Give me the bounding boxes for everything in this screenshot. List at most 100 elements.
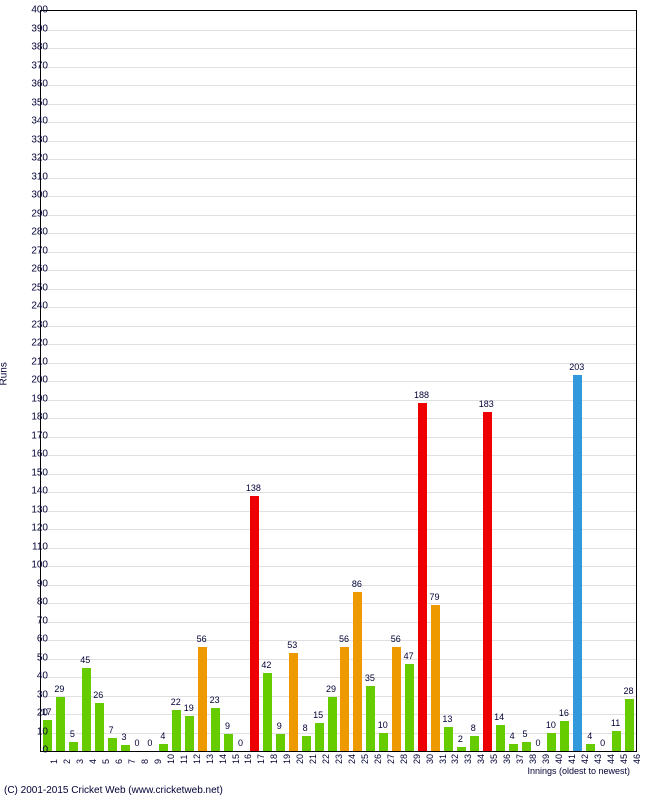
y-tick-label: 180 bbox=[18, 412, 48, 423]
y-tick-label: 170 bbox=[18, 430, 48, 441]
x-tick-label: 30 bbox=[425, 754, 435, 764]
x-tick-label: 13 bbox=[205, 754, 215, 764]
grid-line bbox=[41, 418, 636, 419]
grid-line bbox=[41, 122, 636, 123]
bar-value-label: 14 bbox=[494, 712, 504, 722]
y-tick-label: 210 bbox=[18, 356, 48, 367]
bar-value-label: 86 bbox=[352, 579, 362, 589]
bar-value-label: 3 bbox=[122, 732, 127, 742]
bar bbox=[547, 733, 556, 752]
bar bbox=[224, 734, 233, 751]
bar-value-label: 5 bbox=[70, 729, 75, 739]
bar bbox=[315, 723, 324, 751]
bar-value-label: 138 bbox=[246, 483, 261, 493]
bar bbox=[340, 647, 349, 751]
bar bbox=[353, 592, 362, 751]
x-tick-label: 25 bbox=[360, 754, 370, 764]
x-tick-label: 34 bbox=[476, 754, 486, 764]
y-tick-label: 200 bbox=[18, 375, 48, 386]
grid-line bbox=[41, 289, 636, 290]
bar-value-label: 16 bbox=[559, 708, 569, 718]
x-tick-label: 29 bbox=[412, 754, 422, 764]
y-tick-label: 370 bbox=[18, 60, 48, 71]
bar bbox=[198, 647, 207, 751]
bar bbox=[444, 727, 453, 751]
y-tick-label: 250 bbox=[18, 282, 48, 293]
grid-line bbox=[41, 511, 636, 512]
bar bbox=[95, 703, 104, 751]
x-tick-label: 15 bbox=[231, 754, 241, 764]
y-tick-label: 60 bbox=[18, 634, 48, 645]
x-tick-label: 31 bbox=[438, 754, 448, 764]
x-tick-label: 18 bbox=[269, 754, 279, 764]
grid-line bbox=[41, 566, 636, 567]
x-tick-label: 33 bbox=[463, 754, 473, 764]
bar-value-label: 183 bbox=[479, 399, 494, 409]
grid-line bbox=[41, 141, 636, 142]
x-tick-label: 19 bbox=[282, 754, 292, 764]
grid-line bbox=[41, 677, 636, 678]
x-tick-label: 2 bbox=[62, 759, 72, 764]
x-tick-label: 32 bbox=[450, 754, 460, 764]
grid-line bbox=[41, 585, 636, 586]
grid-line bbox=[41, 437, 636, 438]
bar-value-label: 5 bbox=[523, 729, 528, 739]
y-tick-label: 100 bbox=[18, 560, 48, 571]
y-tick-label: 240 bbox=[18, 301, 48, 312]
x-tick-label: 7 bbox=[127, 759, 137, 764]
bar bbox=[56, 697, 65, 751]
bar-value-label: 203 bbox=[569, 362, 584, 372]
y-tick-label: 0 bbox=[18, 745, 48, 756]
y-tick-label: 400 bbox=[18, 5, 48, 16]
grid-line bbox=[41, 603, 636, 604]
x-tick-label: 16 bbox=[243, 754, 253, 764]
bar bbox=[470, 736, 479, 751]
bar-value-label: 28 bbox=[624, 686, 634, 696]
x-tick-label: 43 bbox=[593, 754, 603, 764]
bar bbox=[405, 664, 414, 751]
bar-value-label: 56 bbox=[197, 634, 207, 644]
bar bbox=[82, 668, 91, 751]
x-tick-label: 12 bbox=[192, 754, 202, 764]
grid-line bbox=[41, 233, 636, 234]
copyright-text: (C) 2001-2015 Cricket Web (www.cricketwe… bbox=[4, 785, 223, 796]
bar bbox=[457, 747, 466, 751]
x-tick-label: 14 bbox=[218, 754, 228, 764]
bar-value-label: 9 bbox=[225, 721, 230, 731]
x-tick-label: 9 bbox=[153, 759, 163, 764]
y-axis-label: Runs bbox=[0, 362, 10, 385]
grid-line bbox=[41, 104, 636, 105]
grid-line bbox=[41, 659, 636, 660]
x-tick-label: 38 bbox=[528, 754, 538, 764]
grid-line bbox=[41, 307, 636, 308]
y-tick-label: 390 bbox=[18, 23, 48, 34]
y-tick-label: 80 bbox=[18, 597, 48, 608]
bar-value-label: 9 bbox=[277, 721, 282, 731]
bar-value-label: 4 bbox=[160, 731, 165, 741]
grid-line bbox=[41, 270, 636, 271]
bar-value-label: 10 bbox=[378, 720, 388, 730]
x-tick-label: 36 bbox=[502, 754, 512, 764]
x-tick-label: 10 bbox=[166, 754, 176, 764]
x-tick-label: 28 bbox=[399, 754, 409, 764]
x-tick-label: 24 bbox=[347, 754, 357, 764]
bar-value-label: 56 bbox=[339, 634, 349, 644]
x-tick-label: 20 bbox=[295, 754, 305, 764]
grid-line bbox=[41, 159, 636, 160]
bar bbox=[496, 725, 505, 751]
grid-line bbox=[41, 492, 636, 493]
y-tick-label: 50 bbox=[18, 652, 48, 663]
x-axis-label: Innings (oldest to newest) bbox=[527, 766, 630, 776]
grid-line bbox=[41, 252, 636, 253]
grid-line bbox=[41, 178, 636, 179]
grid-line bbox=[41, 85, 636, 86]
bar-value-label: 15 bbox=[313, 710, 323, 720]
bar-value-label: 11 bbox=[611, 718, 620, 728]
grid-line bbox=[41, 474, 636, 475]
x-tick-label: 37 bbox=[515, 754, 525, 764]
x-tick-label: 23 bbox=[334, 754, 344, 764]
y-tick-label: 330 bbox=[18, 134, 48, 145]
grid-line bbox=[41, 696, 636, 697]
y-tick-label: 230 bbox=[18, 319, 48, 330]
bar-value-label: 29 bbox=[326, 684, 336, 694]
